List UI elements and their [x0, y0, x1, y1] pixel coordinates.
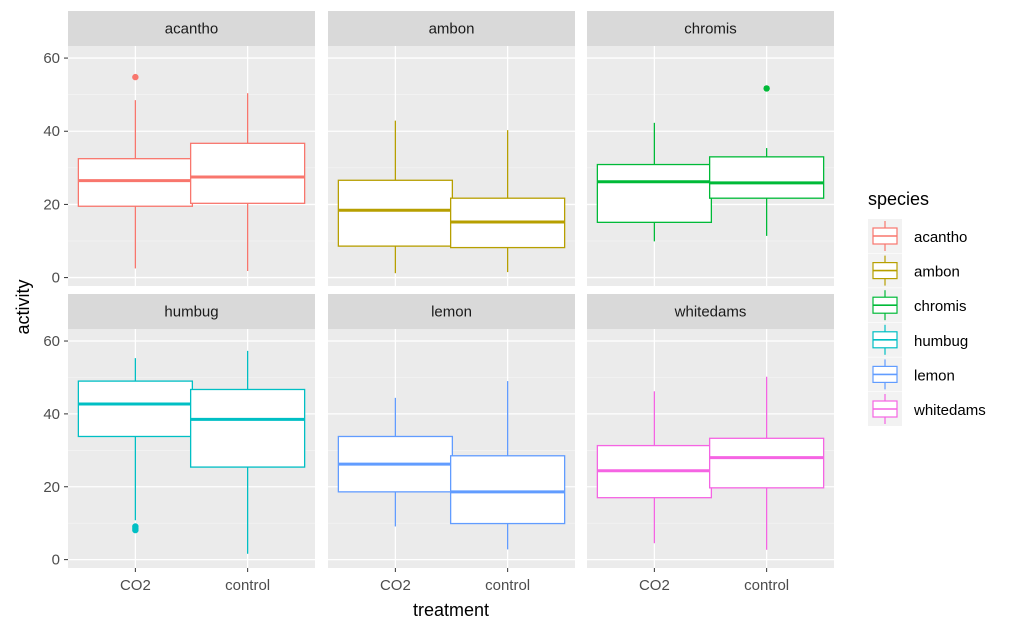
box-iqr [596, 163, 713, 223]
facet-panel-chromis: chromis [587, 11, 834, 286]
legend-item-whitedams: whitedams [868, 392, 986, 426]
facet-panel-acantho: acantho 0 20 40 60 [43, 11, 315, 287]
box-lemon-control [449, 381, 566, 550]
legend-title: species [868, 189, 929, 209]
x-tick-label: CO2 [120, 577, 151, 594]
box-iqr [189, 388, 306, 468]
facet-panel-lemon: lemon CO2 control [328, 294, 575, 594]
box-iqr [77, 158, 194, 207]
facet-panel-whitedams: whitedams CO2 control [587, 294, 834, 594]
facet-strip-label: lemon [431, 304, 472, 321]
box-chromis-CO2 [596, 122, 713, 242]
facet-strip [587, 294, 834, 329]
y-tick-label: 40 [43, 123, 60, 140]
box-iqr [337, 179, 454, 247]
x-tick-label: control [485, 577, 530, 594]
outlier-point [132, 523, 139, 530]
facet-strip-label: whitedams [674, 304, 747, 321]
legend-item-humbug: humbug [868, 322, 968, 357]
x-tick-label: control [744, 577, 789, 594]
box-whitedams-CO2 [596, 391, 713, 544]
legend: species acantho ambon chromis humbug lemon whi… [868, 189, 986, 426]
legend-item-lemon: lemon [868, 357, 955, 392]
facet-strip [328, 294, 575, 329]
box-acantho-control [189, 93, 306, 271]
legend-label: humbug [914, 333, 968, 350]
facet-strip-label: acantho [165, 21, 218, 38]
x-axis-title: treatment [413, 600, 489, 620]
box-ambon-CO2 [337, 120, 454, 274]
facet-strip-label: ambon [429, 21, 475, 38]
box-iqr [708, 437, 825, 489]
facet-panel-humbug: humbug 0 20 40 60 CO2 control [43, 294, 315, 594]
outlier-point [132, 73, 139, 81]
facet-strip [328, 11, 575, 46]
box-acantho-CO2 [77, 73, 194, 269]
y-tick-label: 20 [43, 479, 60, 496]
x-tick-label: control [225, 577, 270, 594]
legend-item-acantho: acantho [868, 219, 967, 253]
legend-label: chromis [914, 298, 967, 315]
legend-item-chromis: chromis [868, 288, 967, 323]
box-ambon-control [449, 130, 566, 273]
x-tick-label: CO2 [639, 577, 670, 594]
facet-strip [587, 11, 834, 46]
box-lemon-CO2 [337, 397, 454, 527]
box-chromis-control [708, 85, 825, 236]
box-iqr [708, 156, 825, 199]
facet-panel-ambon: ambon [328, 11, 575, 286]
y-tick-label: 0 [52, 270, 60, 287]
box-humbug-control [189, 350, 306, 554]
y-tick-label: 40 [43, 406, 60, 423]
facet-strip-label: humbug [164, 304, 218, 321]
legend-label: lemon [914, 367, 955, 384]
outlier-point [763, 85, 770, 92]
y-tick-label: 60 [43, 50, 60, 67]
box-iqr [77, 380, 194, 438]
box-iqr [449, 455, 566, 525]
panel-background [328, 46, 575, 286]
y-tick-label: 0 [52, 552, 60, 569]
legend-label: whitedams [913, 402, 986, 419]
y-tick-label: 60 [43, 333, 60, 350]
legend-label: acantho [914, 229, 967, 246]
y-tick-label: 20 [43, 196, 60, 213]
facet-strip [68, 294, 315, 329]
facet-strip [68, 11, 315, 46]
legend-item-ambon: ambon [868, 253, 960, 288]
facet-strip-label: chromis [684, 21, 737, 38]
y-axis-title: activity [13, 279, 33, 334]
box-whitedams-control [708, 376, 825, 550]
x-tick-label: CO2 [380, 577, 411, 594]
box-iqr [189, 142, 306, 204]
legend-label: ambon [914, 264, 960, 281]
box-humbug-CO2 [77, 358, 194, 534]
